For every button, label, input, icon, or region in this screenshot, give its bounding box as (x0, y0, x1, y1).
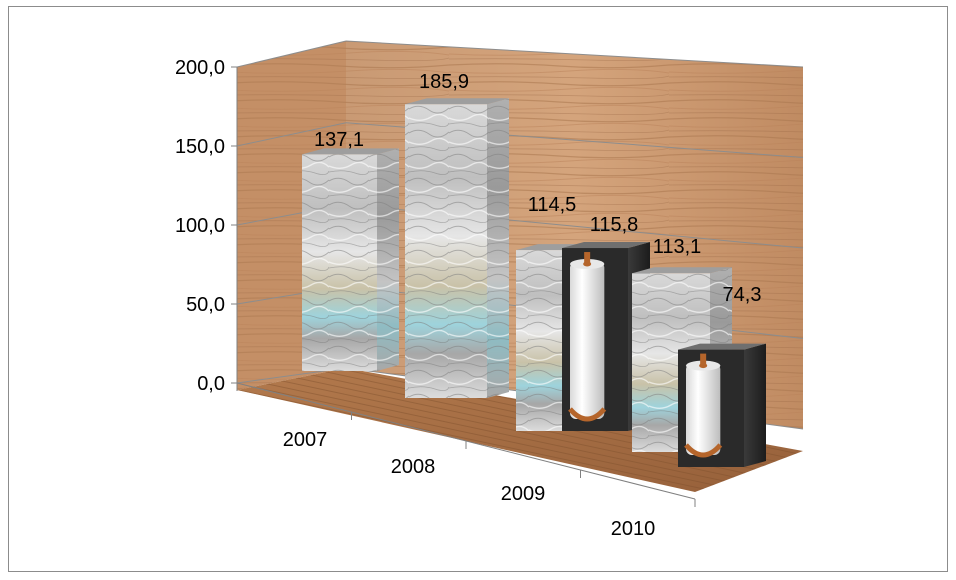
data-label: 114,5 (528, 194, 577, 216)
x-tick-label: 2007 (283, 429, 328, 451)
chart-frame: 0,0 50,0 100,0 150,0 200,0 137,1 185,9 114,5 11… (8, 6, 948, 572)
y-tick-label: 50,0 (186, 294, 225, 316)
data-labels: 137,1 185,9 114,5 115,8 113,1 74,3 (314, 71, 762, 306)
y-tick-label: 0,0 (197, 373, 225, 395)
y-tick-label: 150,0 (175, 136, 225, 158)
data-label: 113,1 (653, 236, 702, 258)
bars (302, 98, 766, 467)
data-label: 185,9 (419, 71, 469, 93)
bar-paper (405, 98, 509, 398)
x-tick-label: 2010 (611, 518, 656, 540)
gridline-side (236, 40, 347, 68)
y-tick-label: 200,0 (175, 57, 225, 79)
bar-rolls (678, 343, 766, 467)
x-tick-label: 2009 (501, 483, 546, 505)
bar-paper (302, 148, 399, 371)
x-tick-labels: 2007 2008 2009 2010 (283, 429, 656, 540)
y-tick-labels: 0,0 50,0 100,0 150,0 200,0 (175, 57, 225, 395)
gridline-side (236, 122, 347, 147)
axes (231, 66, 696, 507)
data-label: 137,1 (314, 129, 364, 151)
bar-chart-3d: 0,0 50,0 100,0 150,0 200,0 137,1 185,9 114,5 11… (175, 40, 804, 540)
y-tick-label: 100,0 (175, 215, 225, 237)
x-tick-label: 2008 (391, 456, 436, 478)
data-label: 115,8 (590, 214, 639, 236)
gridline (345, 40, 804, 68)
data-label: 74,3 (723, 284, 762, 306)
